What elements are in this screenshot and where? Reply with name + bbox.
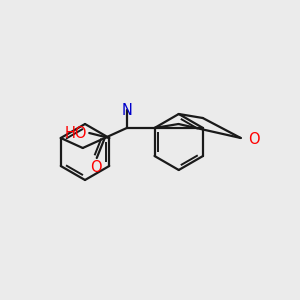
Text: N: N	[121, 103, 132, 118]
Text: HO: HO	[65, 125, 87, 140]
Text: O: O	[90, 160, 102, 175]
Text: O: O	[248, 133, 260, 148]
